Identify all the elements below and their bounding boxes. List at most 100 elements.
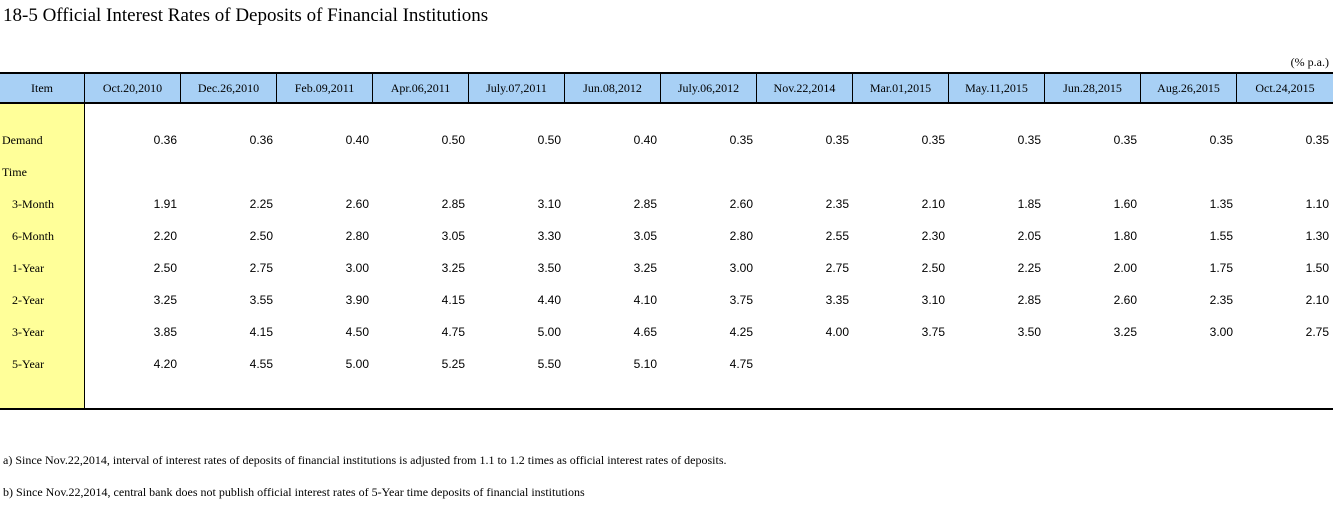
table-row: 3-Month 1.91 2.25 2.60 2.85 3.10 2.85 2.60 2.35 2… [0, 188, 1333, 220]
rate-cell: 3.25 [633, 261, 657, 275]
rate-cell: 2.25 [1017, 261, 1041, 275]
rate-cell: 2.75 [249, 261, 273, 275]
rate-cell: 3.85 [153, 325, 177, 339]
row-label: 3-Month [12, 196, 54, 211]
rate-cell: 2.05 [1017, 229, 1041, 243]
date-header: Feb.09,2011 [277, 74, 373, 102]
rate-cell: 4.40 [537, 293, 561, 307]
rate-cell: 2.75 [825, 261, 849, 275]
rate-cell: 0.40 [345, 133, 369, 147]
rate-cell: 0.35 [1113, 133, 1137, 147]
rate-cell: 3.05 [633, 229, 657, 243]
rate-cell: 5.10 [633, 357, 657, 371]
table-row: 3-Year 3.85 4.15 4.50 4.75 5.00 4.65 4.25 4.00 3.… [0, 316, 1333, 348]
table-row: 2-Year 3.25 3.55 3.90 4.15 4.40 4.10 3.75 3.35 3.… [0, 284, 1333, 316]
rate-cell: 3.00 [729, 261, 753, 275]
rate-cell: 2.10 [1305, 293, 1329, 307]
rate-cell: 0.35 [921, 133, 945, 147]
rate-cell: 5.00 [345, 357, 369, 371]
table-row: 6-Month 2.20 2.50 2.80 3.05 3.30 3.05 2.80 2.55 2… [0, 220, 1333, 252]
date-header: Aug.26,2015 [1141, 74, 1237, 102]
date-header: Nov.22,2014 [757, 74, 853, 102]
rate-cell: 0.36 [249, 133, 273, 147]
rate-cell: 2.80 [345, 229, 369, 243]
rate-cell: 4.15 [249, 325, 273, 339]
rate-cell: 0.50 [537, 133, 561, 147]
item-header: Item [0, 74, 85, 102]
rate-cell: 2.85 [1017, 293, 1041, 307]
rate-cell: 1.91 [153, 197, 177, 211]
rate-cell: 1.75 [1209, 261, 1233, 275]
rate-cell: 2.20 [153, 229, 177, 243]
date-header: Oct.20,2010 [85, 74, 181, 102]
rate-cell: 1.35 [1209, 197, 1233, 211]
date-header: Jun.28,2015 [1045, 74, 1141, 102]
rate-cell: 0.36 [153, 133, 177, 147]
rate-cell: 3.10 [537, 197, 561, 211]
rate-cell: 2.00 [1113, 261, 1137, 275]
rate-cell: 4.75 [441, 325, 465, 339]
rate-cell: 2.50 [153, 261, 177, 275]
rate-cell: 0.35 [729, 133, 753, 147]
date-header: May.11,2015 [949, 74, 1045, 102]
rate-cell: 4.25 [729, 325, 753, 339]
rates-table: Item Oct.20,2010 Dec.26,2010 Feb.09,2011 Ap… [0, 72, 1333, 410]
rate-cell: 3.30 [537, 229, 561, 243]
rate-cell: 2.85 [633, 197, 657, 211]
rate-cell: 4.10 [633, 293, 657, 307]
rate-cell: 3.25 [441, 261, 465, 275]
rate-cell: 3.25 [153, 293, 177, 307]
rate-cell: 2.75 [1305, 325, 1329, 339]
rate-cell: 3.35 [825, 293, 849, 307]
rate-cell: 2.60 [345, 197, 369, 211]
rate-cell: 2.55 [825, 229, 849, 243]
footnote-b: b) Since Nov.22,2014, central bank does … [3, 485, 585, 499]
rate-cell: 2.35 [825, 197, 849, 211]
rate-cell: 4.20 [153, 357, 177, 371]
rate-cell: 2.35 [1209, 293, 1233, 307]
rate-cell: 4.65 [633, 325, 657, 339]
table-row: 1-Year 2.50 2.75 3.00 3.25 3.50 3.25 3.00 2.75 2.… [0, 252, 1333, 284]
date-header: Oct.24,2015 [1255, 80, 1315, 95]
rate-cell: 1.60 [1113, 197, 1137, 211]
rate-cell: 1.30 [1305, 229, 1329, 243]
rate-cell: 3.05 [441, 229, 465, 243]
rate-cell: 3.10 [921, 293, 945, 307]
rate-cell: 0.40 [633, 133, 657, 147]
rate-cell: 2.30 [921, 229, 945, 243]
page-title: 18-5 Official Interest Rates of Deposits… [3, 5, 489, 26]
rate-cell: 1.10 [1305, 197, 1329, 211]
row-label: Time [2, 164, 27, 179]
row-label: 5-Year [12, 356, 45, 371]
item-column-background [0, 104, 85, 408]
rate-cell: 4.55 [249, 357, 273, 371]
row-label: 6-Month [12, 228, 54, 243]
rate-cell: 5.50 [537, 357, 561, 371]
rate-cell: 4.00 [825, 325, 849, 339]
date-header: Dec.26,2010 [181, 74, 277, 102]
rate-cell: 3.75 [729, 293, 753, 307]
rate-cell: 2.10 [921, 197, 945, 211]
rate-cell: 2.60 [729, 197, 753, 211]
rate-cell: 0.35 [1209, 133, 1233, 147]
rate-cell: 3.00 [1209, 325, 1233, 339]
table-row: 5-Year 4.20 4.55 5.00 5.25 5.50 5.10 4.75 [0, 348, 1333, 380]
date-header: July.07,2011 [469, 74, 565, 102]
rate-cell: 2.60 [1113, 293, 1137, 307]
rate-cell: 0.35 [1017, 133, 1041, 147]
rate-cell: 5.25 [441, 357, 465, 371]
date-header: Mar.01,2015 [853, 74, 949, 102]
rate-cell: 1.55 [1209, 229, 1233, 243]
table-row: Demand 0.36 0.36 0.40 0.50 0.50 0.40 0.35 0.35 0.… [0, 124, 1333, 156]
rate-cell: 5.00 [537, 325, 561, 339]
rate-cell: 3.25 [1113, 325, 1137, 339]
rate-cell: 4.15 [441, 293, 465, 307]
row-label: 3-Year [12, 324, 45, 339]
date-header: Jun.08,2012 [565, 74, 661, 102]
rate-cell: 2.80 [729, 229, 753, 243]
footnote-a: a) Since Nov.22,2014, interval of intere… [3, 453, 727, 467]
date-header: Apr.06,2011 [373, 74, 469, 102]
rate-cell: 3.90 [345, 293, 369, 307]
unit-label: (% p.a.) [1290, 55, 1329, 69]
rate-cell: 4.75 [729, 357, 753, 371]
